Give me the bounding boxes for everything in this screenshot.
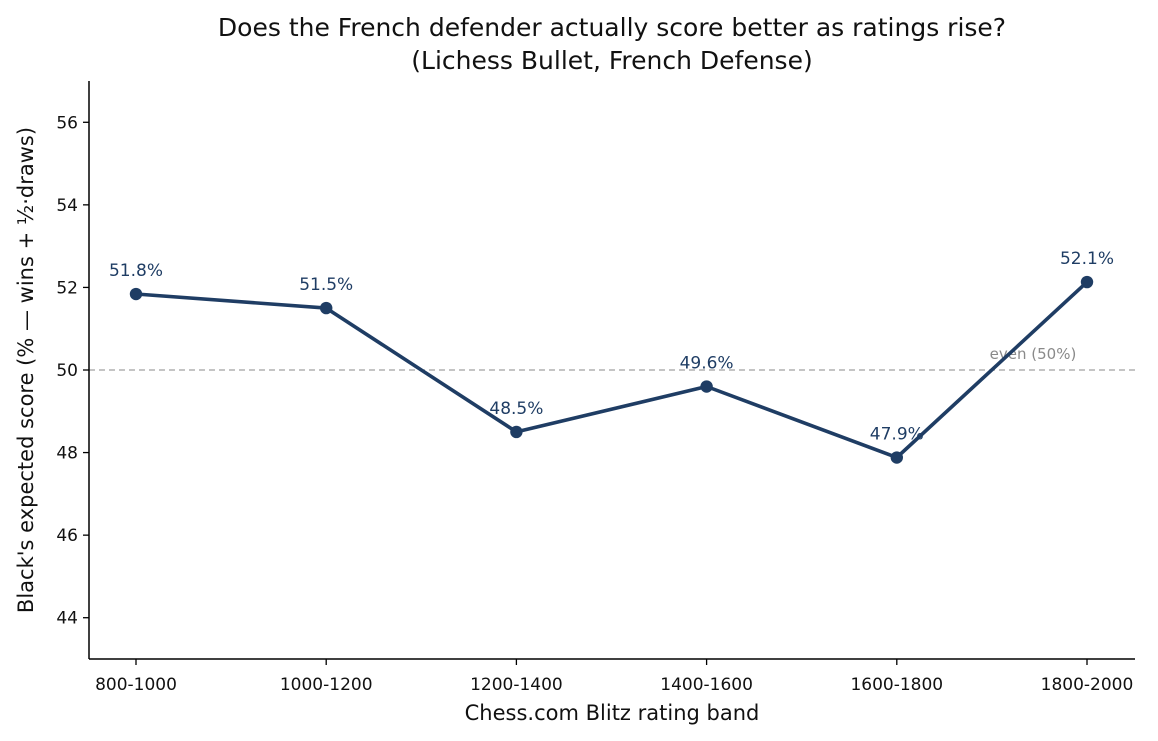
data-label: 51.5% (299, 275, 353, 295)
y-tick-label: 50 (56, 361, 78, 381)
x-tick-label: 1000-1200 (280, 675, 373, 695)
y-tick-label: 44 (56, 609, 78, 629)
y-tick-label: 54 (56, 196, 78, 216)
data-label: 47.9% (870, 425, 924, 445)
data-point (890, 451, 903, 464)
x-tick-label: 1600-1800 (850, 675, 943, 695)
y-tick-label: 48 (56, 444, 78, 464)
x-tick-label: 1800-2000 (1041, 675, 1134, 695)
axes-layer: 44 46 48 50 52 54 56 800-1000 1000-1200 1200-1400… (56, 81, 1135, 695)
data-label: 48.5% (489, 399, 543, 419)
y-axis-label: Black's expected score (% — wins + ½·dra… (14, 127, 38, 613)
y-tick-label: 56 (56, 113, 78, 133)
data-point (129, 287, 143, 301)
data-point (1080, 275, 1094, 289)
chart-subtitle: (Lichess Bullet, French Defense) (411, 46, 812, 75)
y-tick-label: 46 (56, 526, 78, 546)
series-layer: 51.8% 51.5% 48.5% 49.6% 47.9% 52.1% (109, 249, 1114, 464)
x-tick-label: 1200-1400 (470, 675, 563, 695)
data-point (510, 425, 523, 439)
chart-title: Does the French defender actually score … (218, 13, 1006, 42)
data-point (700, 380, 713, 393)
data-label: 52.1% (1060, 249, 1114, 269)
x-tick-label: 800-1000 (95, 675, 177, 695)
data-point (320, 301, 333, 315)
y-tick-label: 52 (56, 278, 78, 298)
x-axis-label: Chess.com Blitz rating band (465, 701, 760, 725)
data-label: 49.6% (680, 354, 734, 374)
reference-layer: even (50%) (89, 345, 1135, 371)
x-tick-label: 1400-1600 (660, 675, 753, 695)
data-label: 51.8% (109, 261, 163, 281)
series-line (134, 280, 1089, 460)
